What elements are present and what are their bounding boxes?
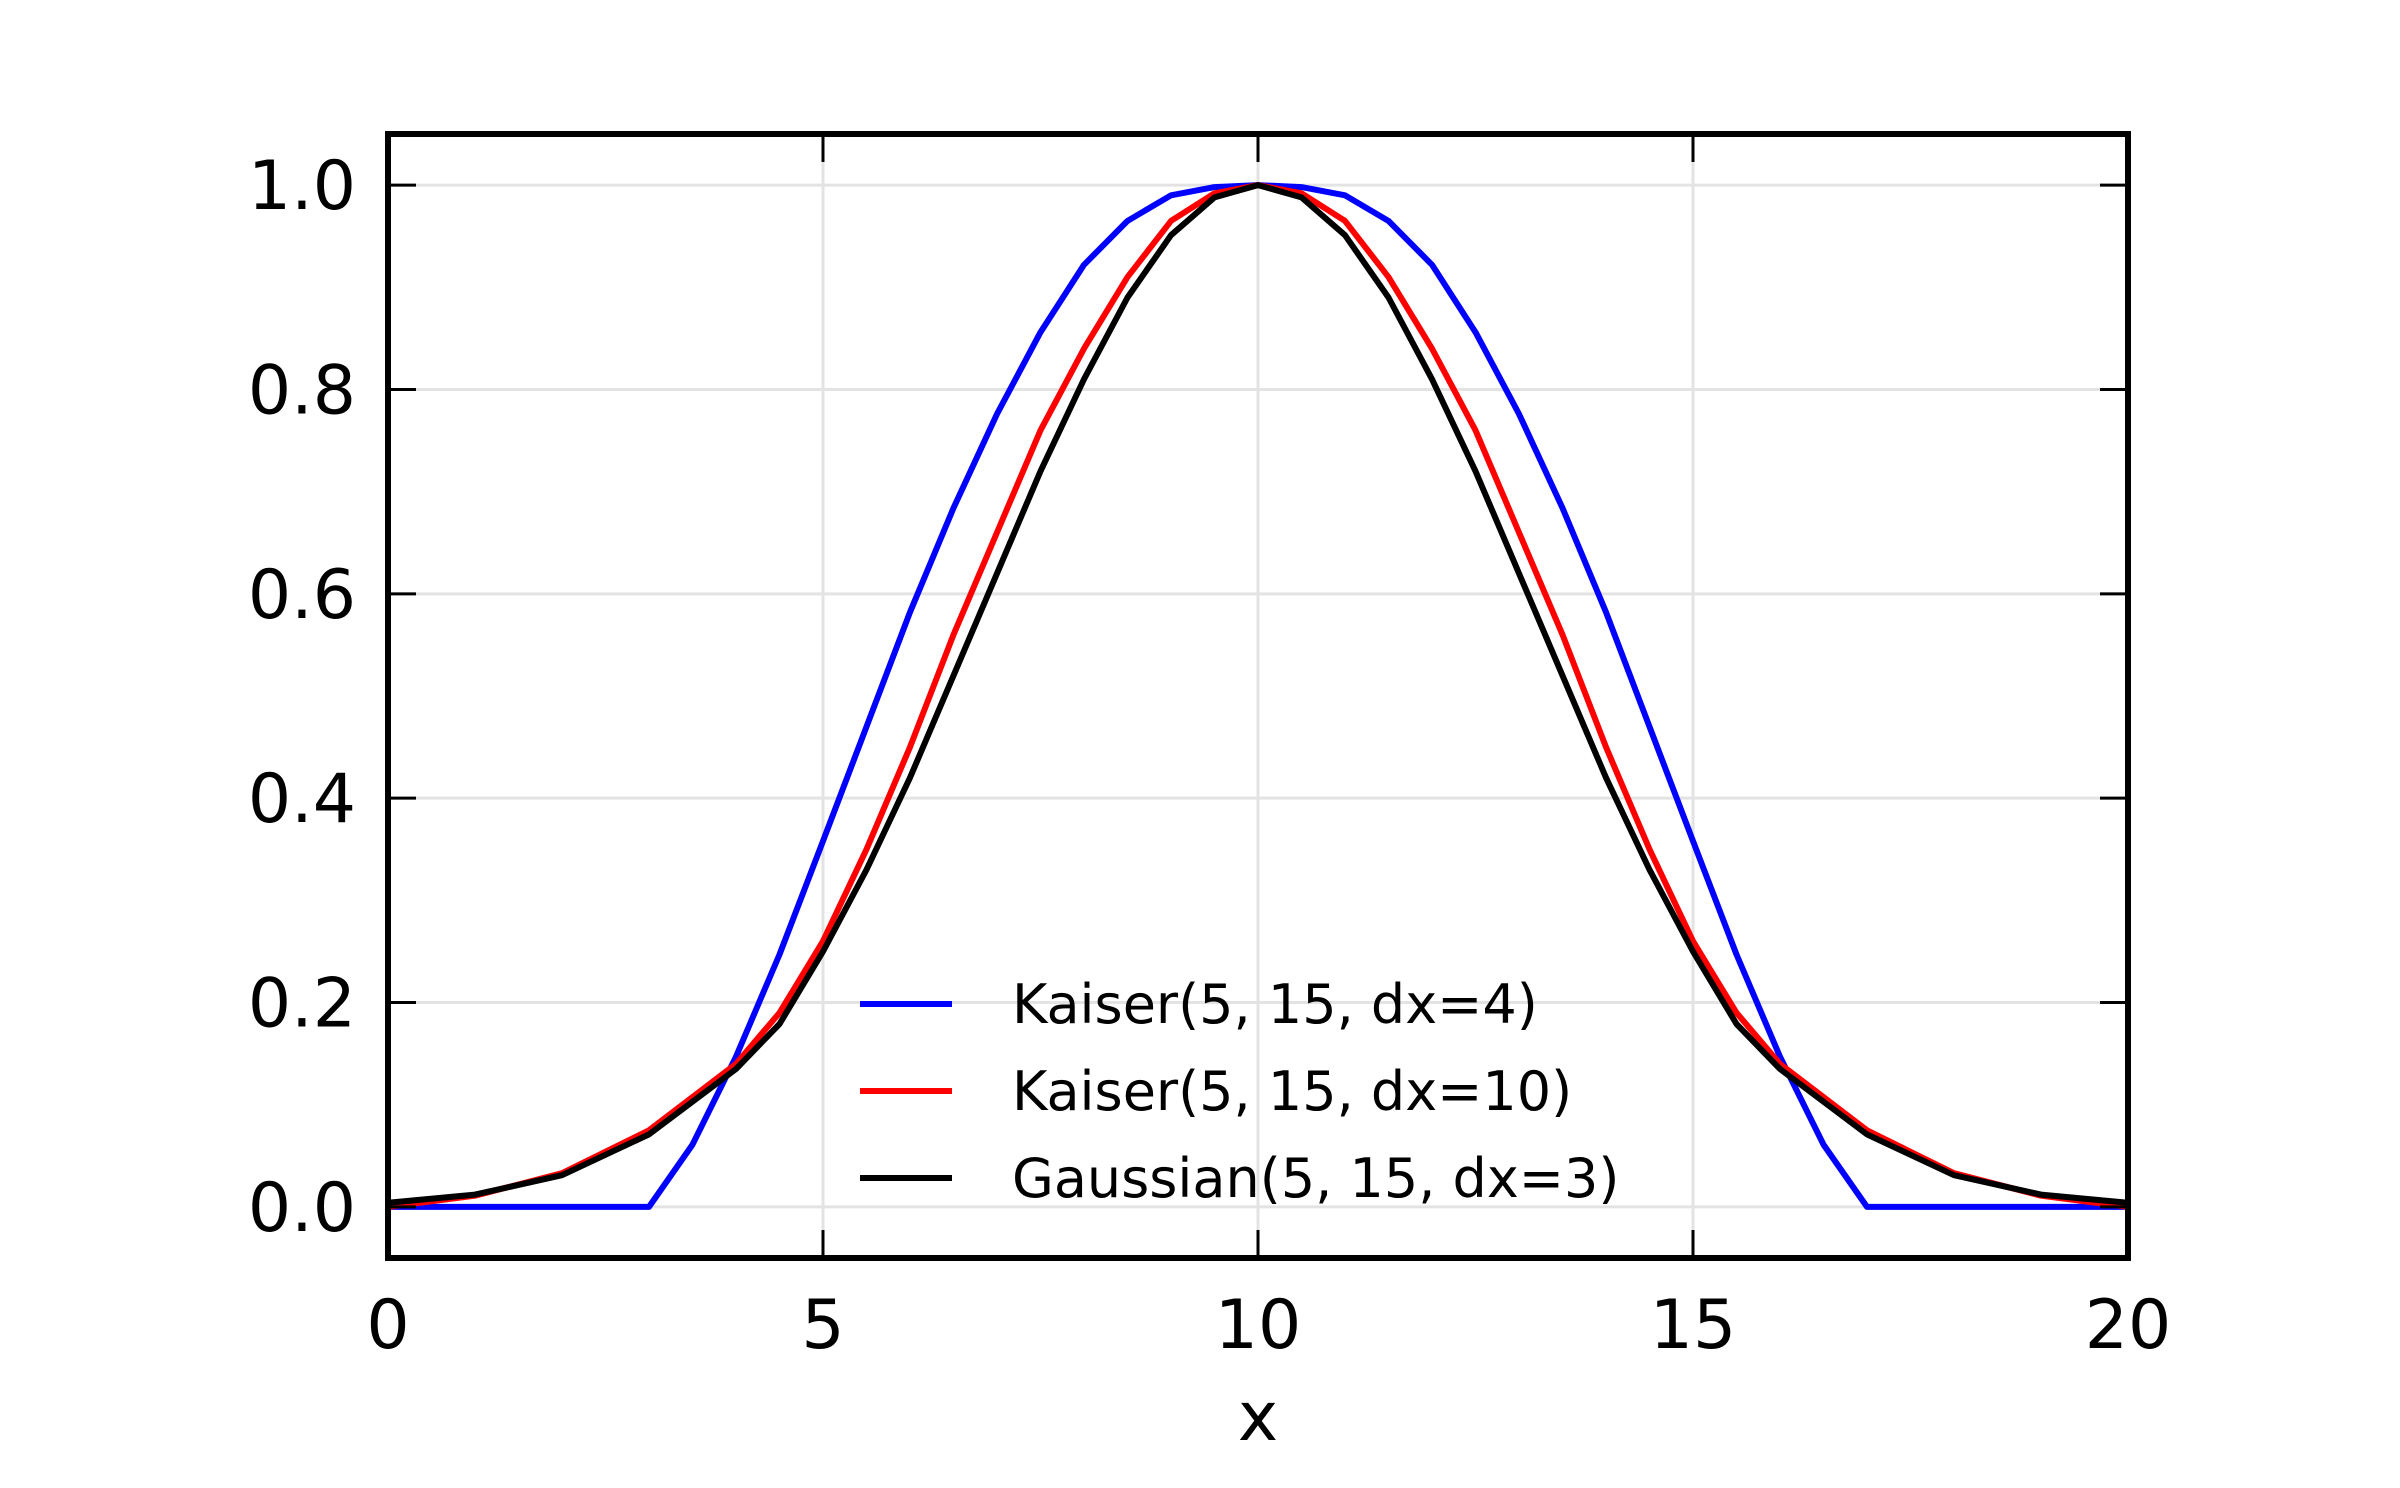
x-tick-label: 20 (2085, 1286, 2172, 1365)
y-tick-label: 0.2 (248, 965, 356, 1044)
plot-frame (385, 131, 2131, 1261)
y-tick-label: 1.0 (248, 147, 356, 226)
x-tick-label: 5 (801, 1286, 844, 1365)
y-tick-label: 0.6 (248, 556, 356, 635)
legend-label-2: Gaussian(5, 15, dx=3) (1012, 1147, 1619, 1210)
legend: Kaiser(5, 15, dx=4) Kaiser(5, 15, dx=10) G… (860, 973, 1619, 1210)
x-tick-label: 10 (1215, 1286, 1302, 1365)
series-line-2 (388, 182, 2128, 1206)
y-tick-label: 0.0 (248, 1169, 356, 1248)
x-axis-label: x (1238, 1378, 1278, 1457)
tick-labels: 0 5 10 15 20 0.0 0.2 0.4 0.6 0.8 1.0 (248, 147, 2171, 1365)
legend-label-0: Kaiser(5, 15, dx=4) (1012, 973, 1538, 1036)
legend-label-1: Kaiser(5, 15, dx=10) (1012, 1060, 1572, 1123)
y-tick-label: 0.4 (248, 760, 356, 839)
series-lines (388, 182, 2128, 1210)
x-tick-label: 0 (366, 1286, 409, 1365)
x-tick-label: 15 (1650, 1286, 1737, 1365)
y-tick-label: 0.8 (248, 351, 356, 430)
